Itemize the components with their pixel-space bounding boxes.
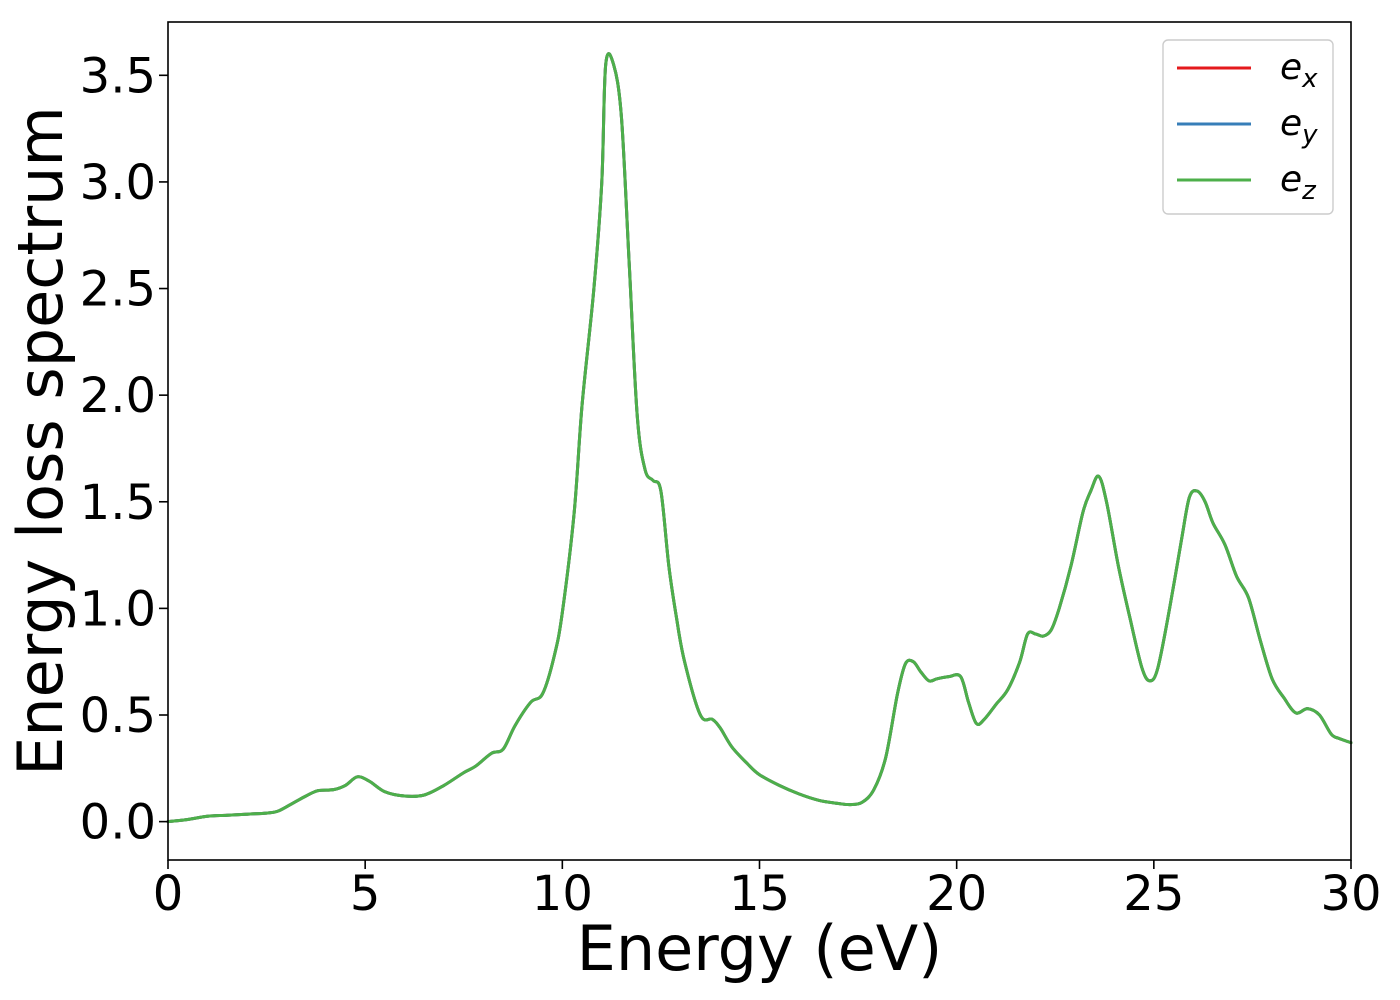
x-tick-label: 25 [1123, 866, 1184, 922]
y-axis-ticks: 0.0 0.5 1.0 1.5 2.0 2.5 3.0 3.5 [80, 48, 168, 851]
legend-label-e-z: ez [1280, 159, 1317, 206]
x-tick-label: 20 [926, 866, 987, 922]
y-tick-label: 3.5 [80, 48, 156, 104]
y-tick-label: 3.0 [80, 155, 156, 211]
y-tick-label: 1.5 [80, 475, 156, 531]
x-axis-ticks: 0 5 10 15 20 25 30 [153, 860, 1382, 922]
y-tick-label: 2.5 [80, 262, 156, 318]
legend-frame [1162, 39, 1334, 215]
legend: ex ey ez [1162, 39, 1334, 215]
x-tick-label: 5 [350, 866, 381, 922]
series-line-e-z [166, 52, 1353, 824]
y-tick-label: 0.0 [80, 795, 156, 851]
y-tick-label: 2.0 [80, 368, 156, 424]
y-tick-label: 1.0 [80, 581, 156, 637]
x-tick-label: 30 [1320, 866, 1381, 922]
y-tick-label: 0.5 [80, 688, 156, 744]
x-tick-label: 10 [532, 866, 593, 922]
legend-label-e-x: ex [1280, 47, 1318, 94]
series-layer [166, 52, 1353, 824]
legend-entries: ex ey ez [1177, 47, 1318, 206]
x-axis-label: Energy (eV) [577, 912, 943, 985]
x-tick-label: 15 [729, 866, 790, 922]
legend-label-e-y: ey [1280, 103, 1318, 150]
x-tick-label: 0 [153, 866, 184, 922]
y-axis-label: Energy loss spectrum [4, 106, 77, 776]
